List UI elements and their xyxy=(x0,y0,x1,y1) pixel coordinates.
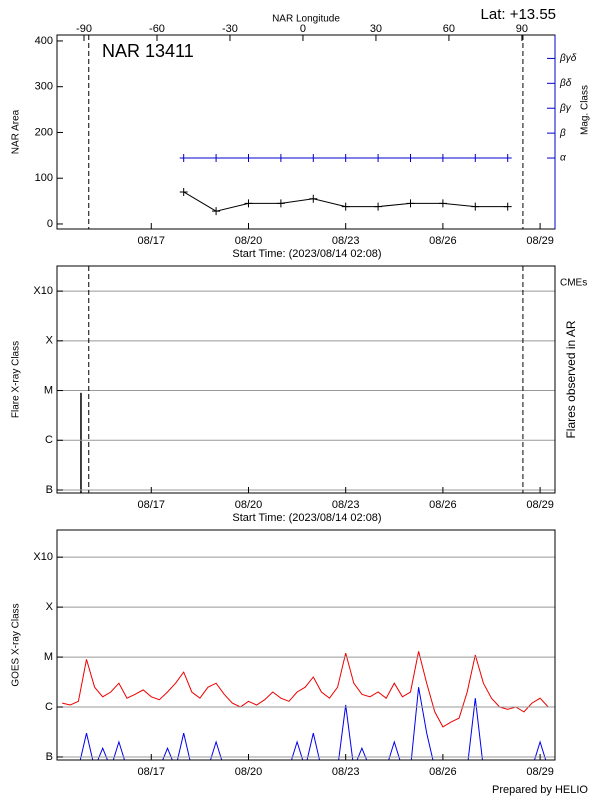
point-marker xyxy=(244,199,253,208)
x-tick-label: 08/23 xyxy=(332,235,360,247)
y2-tick-label: βγ xyxy=(559,103,572,114)
point-marker xyxy=(276,199,285,208)
y2-tick-label: β xyxy=(559,128,566,139)
point-marker xyxy=(503,202,512,211)
x-tick-label: 08/26 xyxy=(429,766,457,778)
x2-tick-label: 30 xyxy=(370,23,382,35)
point-marker xyxy=(179,154,188,163)
point-marker xyxy=(179,187,188,196)
point-marker xyxy=(374,154,383,163)
y-tick-label: C xyxy=(45,701,53,713)
x2-tick-label: 0 xyxy=(300,23,306,35)
point-marker xyxy=(309,194,318,203)
plot-area xyxy=(179,154,512,216)
point-marker xyxy=(212,154,221,163)
x-tick-label: 08/17 xyxy=(138,766,166,778)
x2-axis-label: NAR Longitude xyxy=(272,14,340,25)
series-line xyxy=(79,687,547,760)
y-tick-label: X10 xyxy=(33,551,53,563)
footer: Prepared by HELIO xyxy=(492,784,588,796)
point-marker xyxy=(244,154,253,163)
point-marker xyxy=(341,202,350,211)
y-tick-label: X xyxy=(46,601,54,613)
y-tick-label: B xyxy=(46,484,53,496)
y-tick-label: 100 xyxy=(35,172,53,184)
point-marker xyxy=(309,154,318,163)
x2-tick-label: -60 xyxy=(149,23,165,35)
x-tick-label: 08/20 xyxy=(235,499,263,511)
panel-title: NAR 13411 xyxy=(102,41,194,61)
y-tick-label: M xyxy=(44,651,53,663)
point-marker xyxy=(438,154,447,163)
x2-tick-label: 60 xyxy=(443,23,455,35)
point-marker xyxy=(438,199,447,208)
y2-axis-label: Mag. Class xyxy=(580,85,591,135)
point-marker xyxy=(471,154,480,163)
x-tick-label: 08/29 xyxy=(526,499,554,511)
point-marker xyxy=(374,202,383,211)
y-tick-label: X10 xyxy=(33,285,53,297)
x2-tick-label: -90 xyxy=(76,23,92,35)
point-marker xyxy=(212,207,221,216)
x-tick-label: 08/23 xyxy=(332,499,360,511)
y-axis-label: NAR Area xyxy=(11,109,22,154)
y-tick-label: X xyxy=(46,335,54,347)
point-marker xyxy=(341,154,350,163)
y-tick-label: C xyxy=(45,434,53,446)
series-line xyxy=(62,651,549,728)
point-marker xyxy=(503,154,512,163)
x-tick-label: 08/23 xyxy=(332,766,360,778)
point-marker xyxy=(406,154,415,163)
legend-label: CMEs xyxy=(560,278,587,289)
point-marker xyxy=(471,202,480,211)
y-tick-label: M xyxy=(44,384,53,396)
plot-frame xyxy=(56,529,556,761)
point-marker xyxy=(276,154,285,163)
y-tick-label: 400 xyxy=(35,35,53,47)
y2-tick-label: α xyxy=(560,153,566,164)
x-tick-label: 08/29 xyxy=(526,235,554,247)
point-marker xyxy=(406,199,415,208)
x2-tick-label: -30 xyxy=(222,23,238,35)
x2-tick-label: 90 xyxy=(516,23,528,35)
x-tick-label: 08/20 xyxy=(235,766,263,778)
y-tick-label: 300 xyxy=(35,81,53,93)
y2-tick-label: βδ xyxy=(559,78,572,89)
y-tick-label: B xyxy=(46,751,53,763)
x-axis-label: Start Time: (2023/08/14 02:08) xyxy=(232,248,381,260)
x-tick-label: 08/20 xyxy=(235,235,263,247)
x-tick-label: 08/17 xyxy=(138,499,166,511)
y-axis-label: Flare X-ray Class xyxy=(11,341,22,418)
plot-area xyxy=(62,651,549,760)
y-tick-label: 0 xyxy=(47,218,53,230)
y-tick-label: 200 xyxy=(35,126,53,138)
latitude: Lat: +13.55 xyxy=(481,6,556,23)
x-tick-label: 08/17 xyxy=(138,235,166,247)
y-axis-label: GOES X-ray Class xyxy=(11,603,22,686)
x-tick-label: 08/26 xyxy=(429,235,457,247)
x-tick-label: 08/29 xyxy=(526,766,554,778)
x-axis-label: Start Time: (2023/08/14 02:08) xyxy=(232,512,381,524)
y2-axis-label: Flares observed in AR xyxy=(564,320,578,438)
plot-frame xyxy=(56,265,556,494)
x-tick-label: 08/26 xyxy=(429,499,457,511)
y2-tick-label: βγδ xyxy=(559,53,577,64)
